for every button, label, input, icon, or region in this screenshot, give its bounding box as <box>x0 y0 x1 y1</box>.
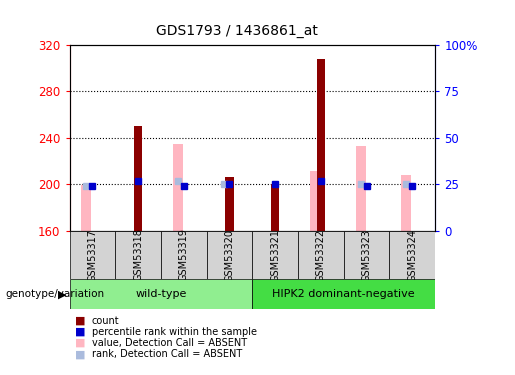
Text: GSM53322: GSM53322 <box>316 228 326 282</box>
Text: GSM53321: GSM53321 <box>270 228 280 282</box>
Text: ■: ■ <box>75 350 85 359</box>
Text: rank, Detection Call = ABSENT: rank, Detection Call = ABSENT <box>92 350 242 359</box>
Bar <box>161 231 207 279</box>
Bar <box>252 279 435 309</box>
Bar <box>252 231 298 279</box>
Text: ■: ■ <box>75 327 85 337</box>
Bar <box>70 279 252 309</box>
Text: ■: ■ <box>75 316 85 326</box>
Text: HIPK2 dominant-negative: HIPK2 dominant-negative <box>272 290 415 299</box>
Bar <box>356 146 366 231</box>
Bar <box>317 59 325 231</box>
Text: GSM53323: GSM53323 <box>362 228 372 282</box>
Text: GDS1793 / 1436861_at: GDS1793 / 1436861_at <box>156 24 318 39</box>
Bar <box>207 231 252 279</box>
Bar <box>298 231 344 279</box>
Text: value, Detection Call = ABSENT: value, Detection Call = ABSENT <box>92 338 247 348</box>
Bar <box>226 177 234 231</box>
Bar <box>389 231 435 279</box>
Bar <box>344 231 389 279</box>
Bar <box>401 175 411 231</box>
Text: GSM53324: GSM53324 <box>407 228 417 282</box>
Bar <box>81 185 92 231</box>
Bar <box>271 184 279 231</box>
Bar <box>70 231 115 279</box>
Bar <box>310 171 320 231</box>
Text: GSM53319: GSM53319 <box>179 228 189 281</box>
Bar <box>173 144 183 231</box>
Text: GSM53317: GSM53317 <box>88 228 97 282</box>
Text: GSM53318: GSM53318 <box>133 228 143 281</box>
Text: ■: ■ <box>75 338 85 348</box>
Bar <box>134 126 142 231</box>
Text: ▶: ▶ <box>58 290 67 299</box>
Text: percentile rank within the sample: percentile rank within the sample <box>92 327 256 337</box>
Bar <box>115 231 161 279</box>
Text: wild-type: wild-type <box>135 290 186 299</box>
Text: GSM53320: GSM53320 <box>225 228 234 282</box>
Text: genotype/variation: genotype/variation <box>5 290 104 299</box>
Text: count: count <box>92 316 119 326</box>
